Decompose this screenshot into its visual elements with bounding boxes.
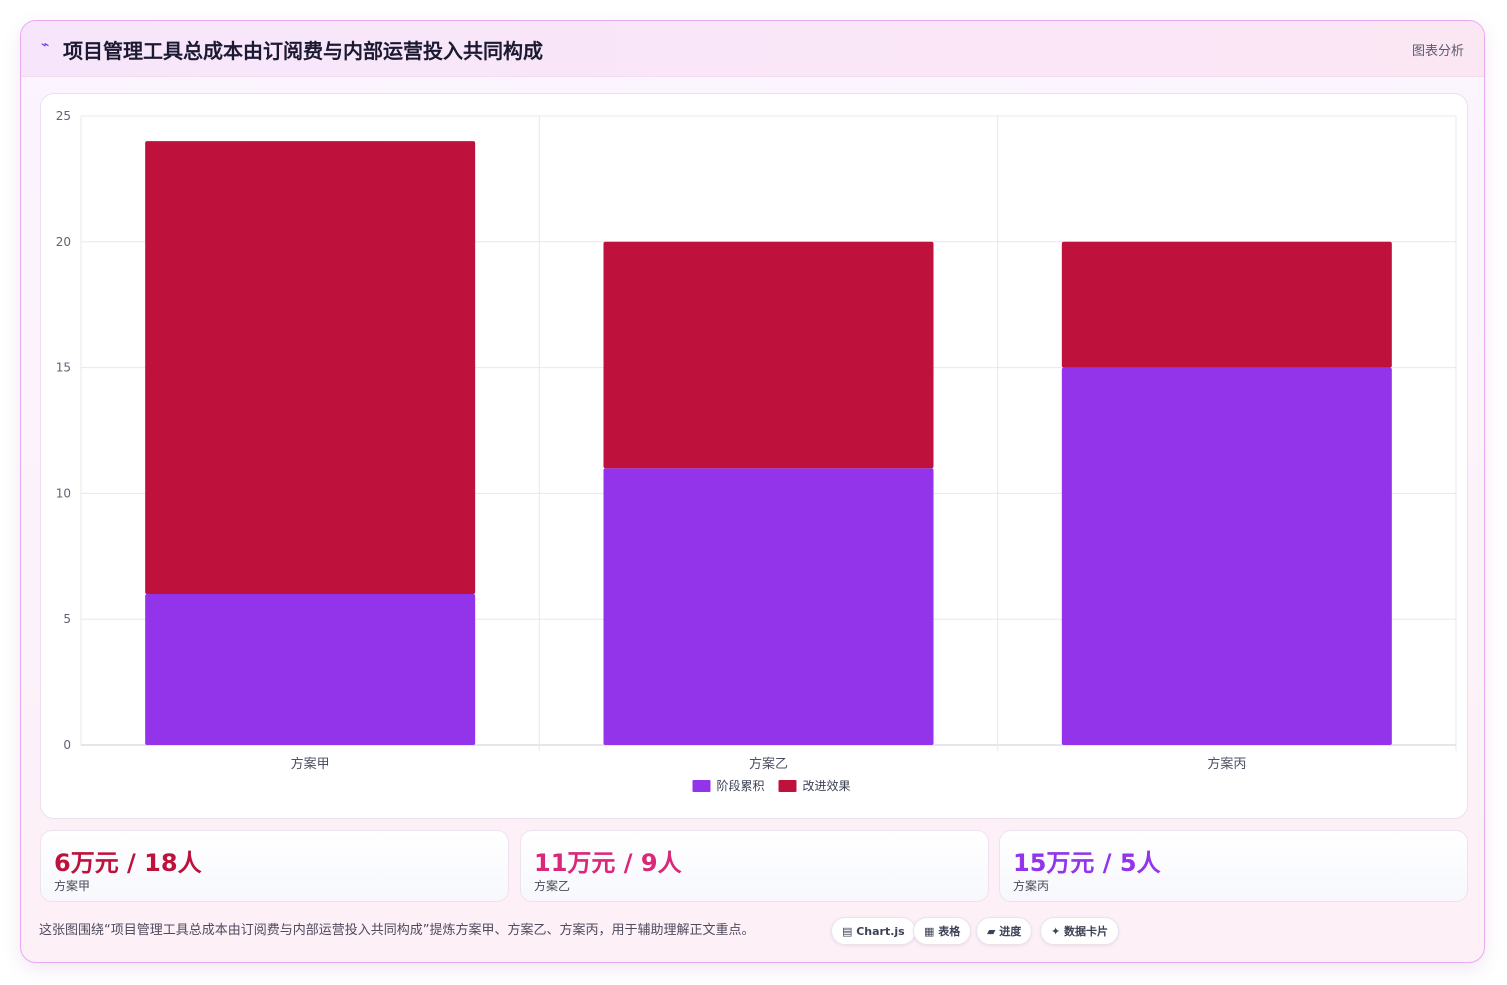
tag-table[interactable]: ▦ 表格: [913, 917, 972, 945]
legend-swatch: [778, 780, 797, 792]
legend-label: 改进效果: [803, 778, 851, 793]
stat-card-plan-b: 11万元 / 9人 方案乙: [520, 830, 989, 902]
bar-segment: [1061, 367, 1392, 745]
tag-progress[interactable]: ▰ 进度: [976, 917, 1033, 945]
y-tick-label: 25: [56, 109, 71, 123]
bar-segment: [603, 468, 934, 745]
chart-title: 项目管理工具总成本由订阅费与内部运营投入共同构成: [63, 39, 543, 63]
stat-label: 方案甲: [54, 879, 91, 893]
card-header: ⌁ 项目管理工具总成本由订阅费与内部运营投入共同构成 图表分析: [21, 21, 1484, 77]
tag-chartjs[interactable]: ▤ Chart.js: [831, 917, 916, 945]
chart-panel: 0 5 10 15 20 25 方案甲 方案乙 方案丙阶段累积 改进效果: [40, 93, 1468, 819]
stat-value: 11万元 / 9人: [534, 849, 682, 877]
y-tick-label: 5: [63, 612, 71, 626]
legend-swatch: [692, 780, 711, 792]
stat-card-plan-a: 6万元 / 18人 方案甲: [40, 830, 509, 902]
y-tick-label: 20: [56, 235, 71, 249]
x-tick-label: 方案丙: [1207, 756, 1246, 772]
stat-value: 15万元 / 5人: [1013, 849, 1161, 877]
y-tick-label: 0: [63, 738, 71, 752]
y-tick-label: 10: [56, 486, 71, 500]
bar-segment: [145, 594, 476, 745]
x-tick-label: 方案乙: [749, 756, 788, 772]
stat-label: 方案乙: [534, 879, 571, 893]
chart-caption: 这张图围绕“项目管理工具总成本由订阅费与内部运营投入共同构成”提炼方案甲、方案乙…: [39, 923, 755, 938]
chart-analysis-link[interactable]: 图表分析: [1411, 44, 1464, 59]
legend-label: 阶段累积: [717, 778, 765, 793]
bar-segment: [1061, 241, 1392, 368]
bar-segment: [145, 141, 476, 595]
stat-label: 方案丙: [1013, 879, 1050, 893]
bar-segment: [603, 241, 934, 469]
tag-data-cards[interactable]: ✦ 数据卡片: [1040, 917, 1120, 945]
x-tick-label: 方案甲: [291, 756, 330, 772]
y-tick-label: 15: [56, 361, 71, 375]
stat-value: 6万元 / 18人: [54, 849, 202, 877]
trend-icon: ⌁: [41, 37, 50, 53]
chart-card: ⌁ 项目管理工具总成本由订阅费与内部运营投入共同构成 图表分析 0 5 10 15 20…: [20, 20, 1485, 963]
stat-card-plan-c: 15万元 / 5人 方案丙: [999, 830, 1468, 902]
